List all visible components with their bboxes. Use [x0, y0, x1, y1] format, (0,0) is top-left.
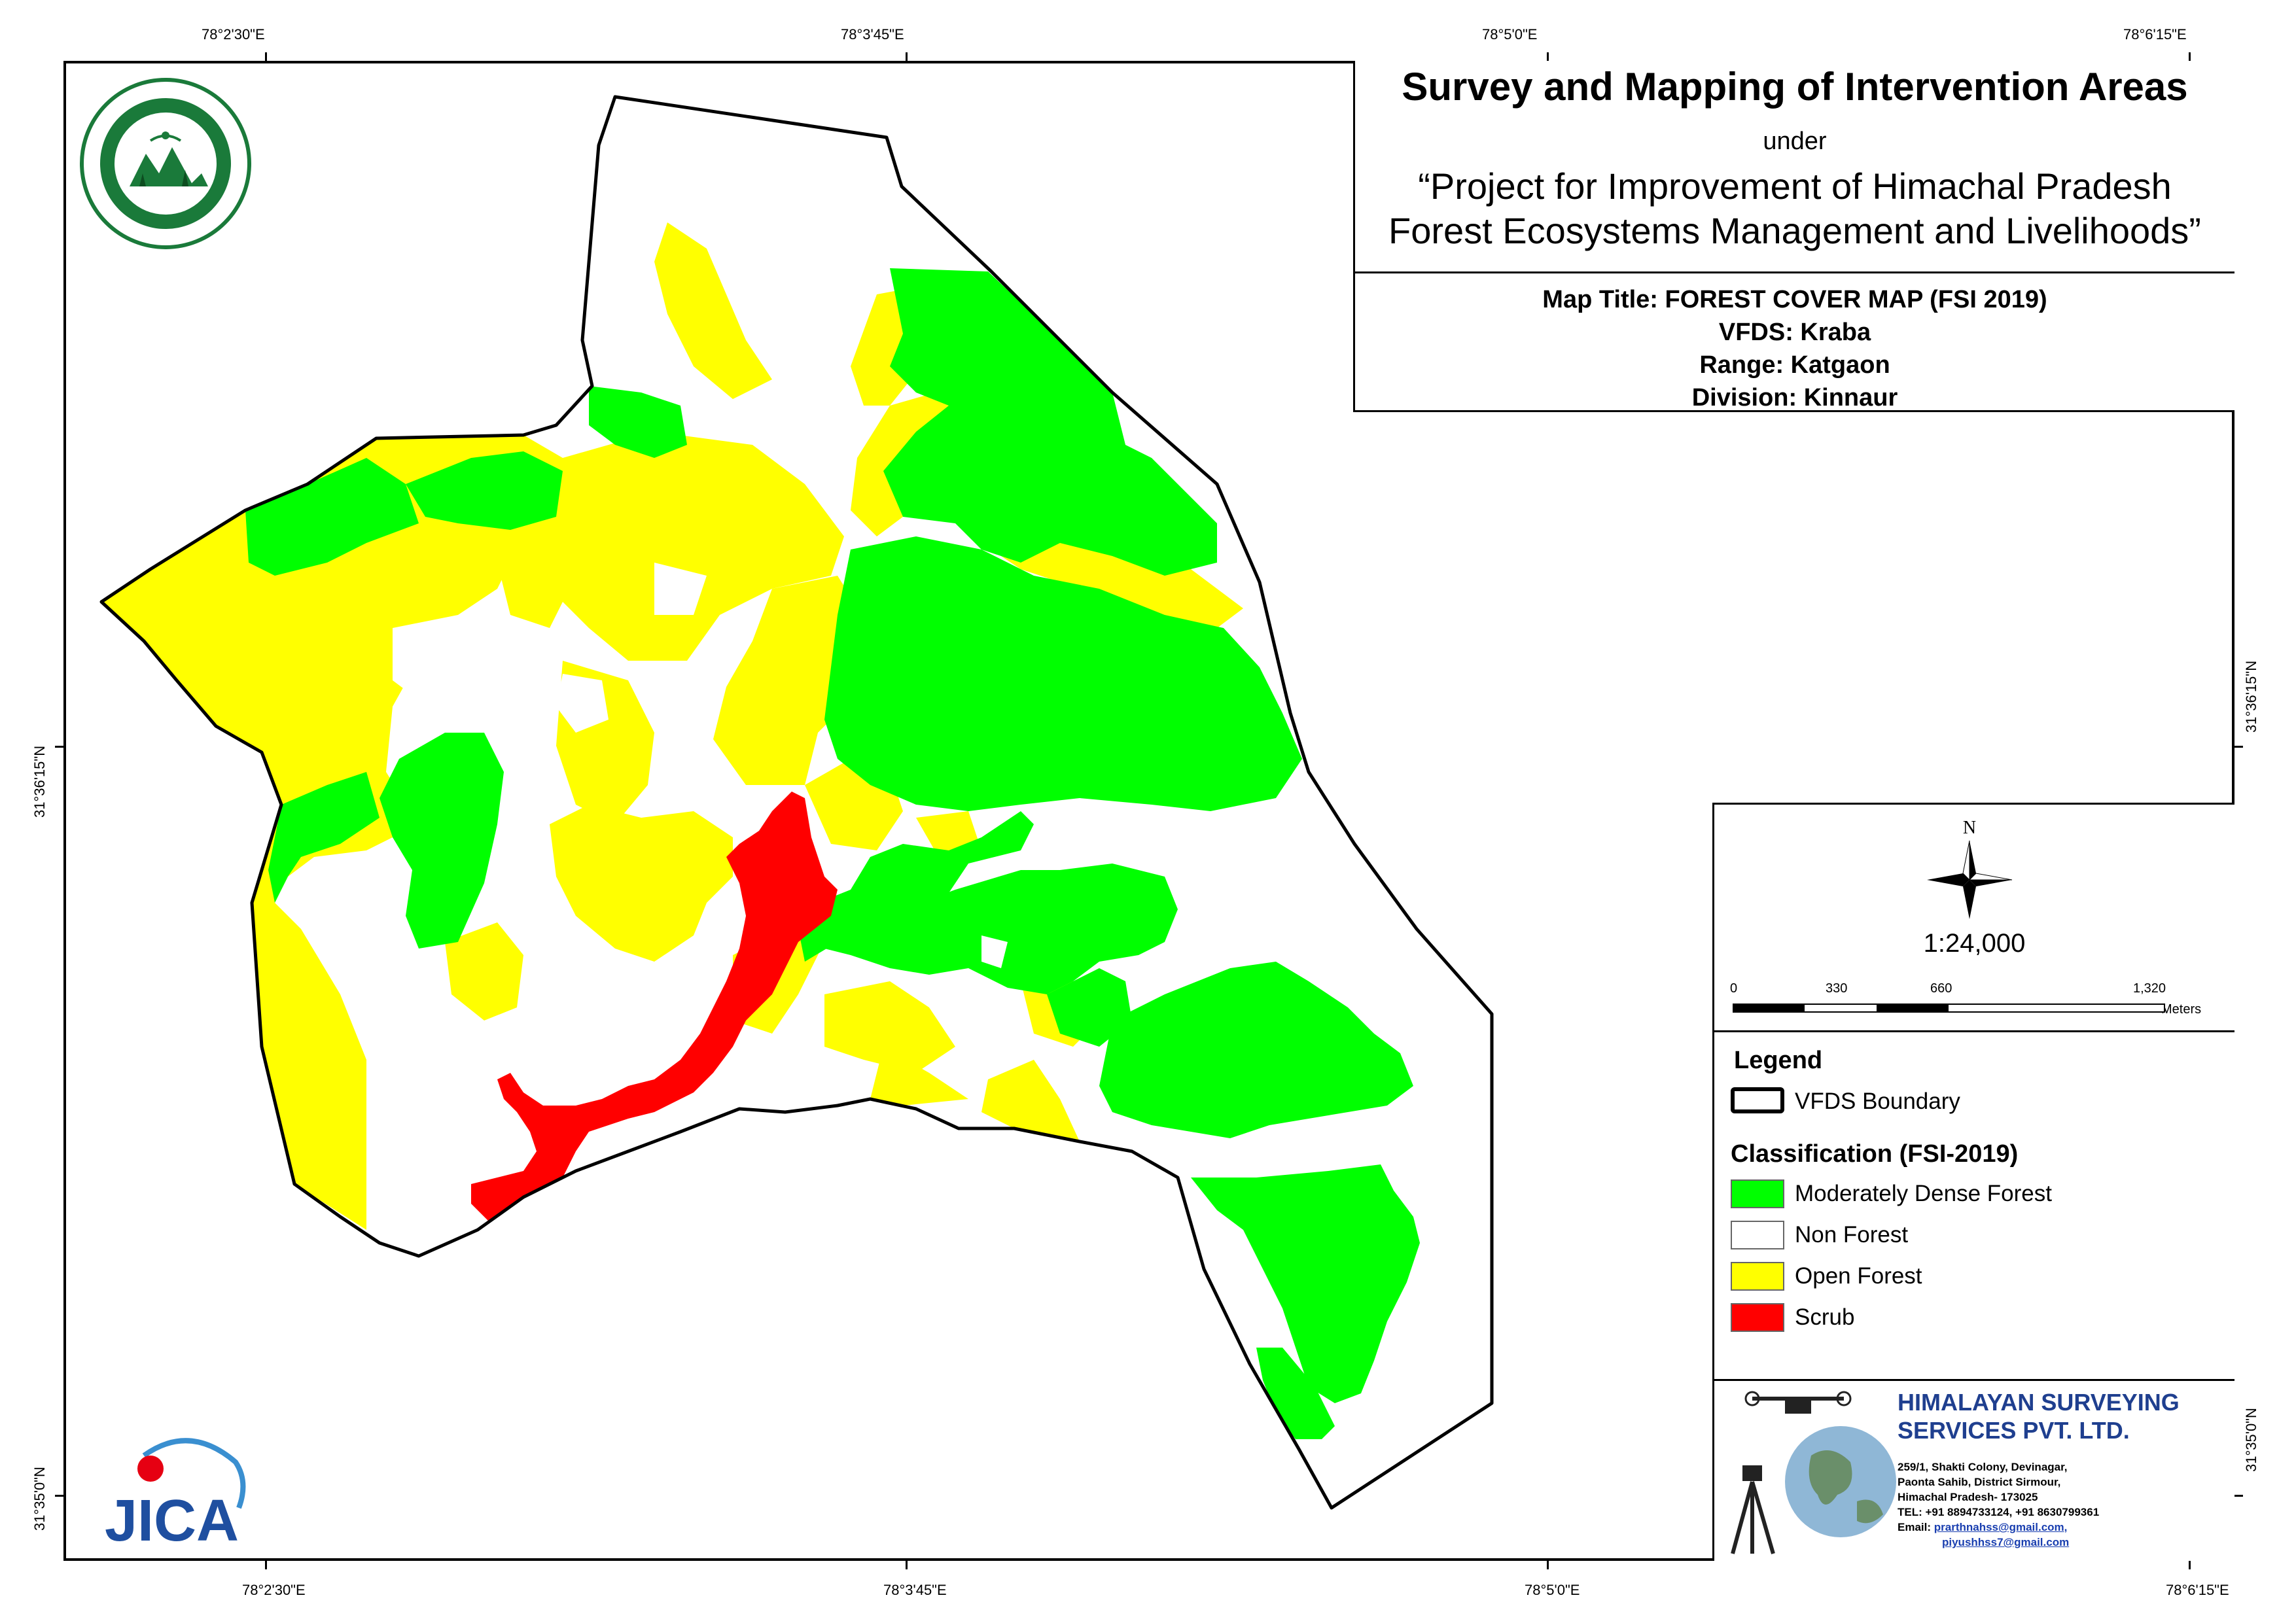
map-info: Map Title: FOREST COVER MAP (FSI 2019) V…: [1355, 283, 2234, 414]
tick-mark: [1547, 52, 1549, 61]
boundary-swatch: [1731, 1087, 1784, 1113]
title-divider: [1355, 271, 2234, 273]
email-label: Email:: [1898, 1521, 1932, 1533]
project-title-line: Forest Ecosystems Management and Livelih…: [1388, 210, 2201, 251]
legend-divider: [1714, 1030, 2234, 1032]
scale-tick-label: 0: [1730, 981, 1738, 996]
company-address: Paonta Sahib, District Sirmour,: [1898, 1476, 2061, 1488]
tick-mark: [55, 1495, 63, 1497]
tick-mark: [265, 1561, 267, 1569]
seal-icon: [80, 78, 251, 249]
scale-bar-graphic: [1733, 1003, 2165, 1013]
legend-panel: N 1:24,000 0 330 660 1,320 Meters Legend…: [1712, 803, 2234, 1561]
jica-wordmark: JICA: [105, 1488, 239, 1554]
tick-mark: [55, 746, 63, 748]
moderately-dense-forest-areas: [245, 268, 1420, 1439]
division-name: Division: Kinnaur: [1691, 384, 1898, 411]
email-link[interactable]: prarthnahss@gmail.com,: [1934, 1521, 2068, 1533]
tick-mark: [1547, 1561, 1549, 1569]
scale-unit: Meters: [2161, 1002, 2202, 1017]
company-address: Himachal Pradesh- 173025: [1898, 1491, 2038, 1503]
company-email-row: piyushhss7@gmail.com: [1942, 1536, 2069, 1549]
tick-mark: [2234, 1495, 2243, 1497]
legend-swatch: [1731, 1262, 1784, 1291]
tick-mark: [2189, 52, 2191, 61]
company-email-row: Email: prarthnahss@gmail.com,: [1898, 1521, 2067, 1534]
compass-icon: [1927, 840, 2013, 919]
north-arrow: N: [1924, 818, 2015, 922]
vfds-name: VFDS: Kraba: [1718, 319, 1871, 346]
email-link[interactable]: piyushhss7@gmail.com: [1942, 1536, 2070, 1548]
legend-title: Legend: [1734, 1047, 1823, 1074]
forest-class-layer: [101, 97, 1492, 1508]
hp-forest-seal-logo: [77, 75, 254, 252]
tick-mark: [906, 52, 908, 61]
map-title: Map Title: FOREST COVER MAP (FSI 2019): [1542, 286, 2047, 313]
graticule-top-label: 78°6'15"E: [2123, 26, 2187, 43]
company-phone: TEL: +91 8894733124, +91 8630799361: [1898, 1506, 2100, 1518]
legend-label: Scrub: [1795, 1304, 1855, 1330]
graticule-bottom-label: 78°5'0"E: [1525, 1582, 1580, 1598]
graticule-bottom-label: 78°3'45"E: [883, 1582, 947, 1598]
legend-label: Moderately Dense Forest: [1795, 1181, 2052, 1206]
vfds-boundary: [99, 95, 1494, 1510]
scrub-areas: [471, 792, 838, 1230]
surveyor-logo-icon: [1731, 1391, 1896, 1554]
tick-mark: [2234, 746, 2243, 748]
legend-label: Open Forest: [1795, 1263, 1922, 1289]
graticule-top-label: 78°5'0"E: [1482, 26, 1538, 43]
graticule-top-label: 78°3'45"E: [841, 26, 904, 43]
title-block: Survey and Mapping of Intervention Areas…: [1353, 61, 2234, 412]
scale-ratio: 1:24,000: [1923, 929, 2026, 958]
range-name: Range: Katgaon: [1699, 351, 1890, 379]
project-title: “Project for Improvement of Himachal Pra…: [1355, 164, 2234, 253]
company-divider: [1714, 1379, 2234, 1381]
legend-swatch: [1731, 1221, 1784, 1249]
legend-label: VFDS Boundary: [1795, 1089, 1960, 1114]
legend-swatch: [1731, 1303, 1784, 1332]
jica-icon: JICA: [105, 1438, 246, 1554]
north-label: N: [1962, 818, 1977, 838]
company-name: SERVICES PVT. LTD.: [1898, 1417, 2130, 1444]
graticule-top-label: 78°2'30"E: [202, 26, 265, 43]
tick-mark: [906, 1561, 908, 1569]
graticule-bottom-label: 78°2'30"E: [242, 1582, 306, 1598]
main-title: Survey and Mapping of Intervention Areas: [1402, 65, 2188, 109]
legend-swatch: [1731, 1179, 1784, 1208]
scale-tick-label: 1,320: [2133, 981, 2166, 996]
scale-tick-label: 330: [1826, 981, 1848, 996]
non-forest-pockets: [556, 563, 1171, 981]
scale-tick-label: 660: [1930, 981, 1952, 996]
company-name: HIMALAYAN SURVEYING: [1898, 1389, 2180, 1416]
tick-mark: [265, 52, 267, 61]
legend-label: Non Forest: [1795, 1222, 1909, 1248]
tick-mark: [2189, 1561, 2191, 1569]
project-title-line: “Project for Improvement of Himachal Pra…: [1418, 166, 2172, 207]
jica-logo: JICA: [98, 1429, 249, 1554]
title-under: under: [1763, 128, 1827, 155]
classification-title: Classification (FSI-2019): [1731, 1140, 2019, 1168]
graticule-bottom-label: 78°6'15"E: [2166, 1582, 2229, 1598]
company-address: 259/1, Shakti Colony, Devinagar,: [1898, 1461, 2068, 1473]
